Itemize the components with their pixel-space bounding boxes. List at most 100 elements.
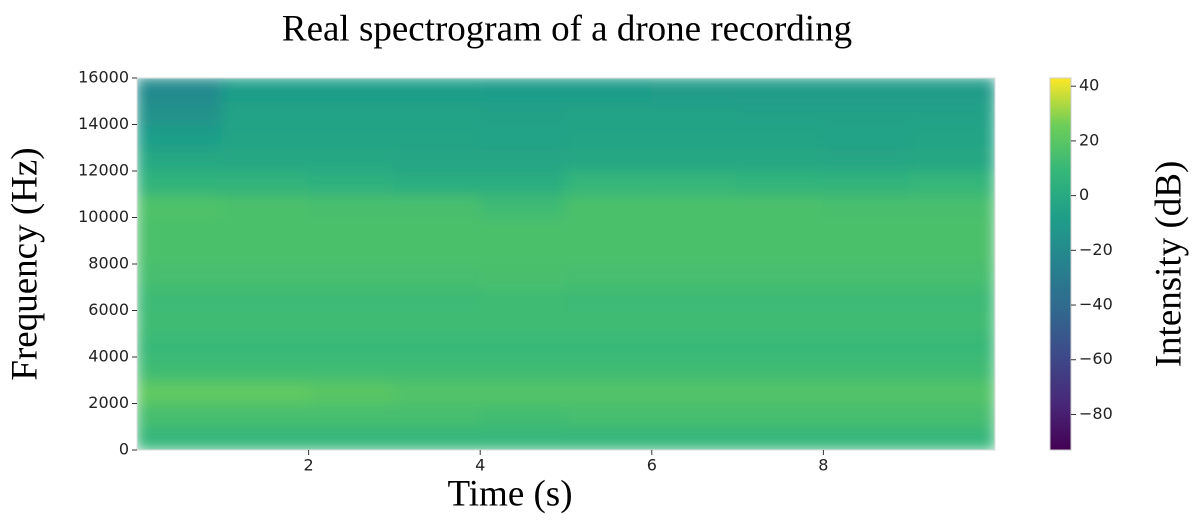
heatmap-cell	[307, 146, 396, 172]
heatmap-cell	[650, 170, 739, 196]
heatmap-cell	[393, 402, 482, 428]
heatmap-cell	[565, 402, 653, 428]
heatmap-cell	[393, 216, 482, 242]
colorbar	[1049, 77, 1072, 451]
heatmap-cell	[908, 170, 995, 196]
heatmap-cell	[565, 309, 653, 335]
heatmap-cell	[307, 425, 396, 450]
heatmap-cell	[393, 332, 482, 358]
colorbar-tick-label: −60	[1079, 349, 1113, 368]
heatmap-cell	[221, 309, 310, 335]
heatmap-cell	[479, 239, 567, 265]
x-axis-label: Time (s)	[447, 473, 572, 514]
y-tick-label: 6000	[88, 300, 129, 319]
heatmap-cell	[137, 78, 224, 103]
y-tick-label: 16000	[78, 68, 129, 87]
heatmap-cell	[565, 379, 653, 405]
heatmap-cell	[736, 356, 825, 382]
heatmap-cell	[479, 263, 567, 289]
heatmap-cell	[822, 309, 911, 335]
heatmap-cell	[650, 379, 739, 405]
colorbar-tick-label: 20	[1079, 130, 1099, 149]
heatmap-cell	[650, 123, 739, 149]
heatmap-cell	[822, 332, 911, 358]
heatmap-cell	[736, 402, 825, 428]
heatmap-cell	[221, 123, 310, 149]
heatmap-cell	[736, 239, 825, 265]
heatmap-cell	[221, 170, 310, 196]
heatmap-cell	[307, 78, 396, 103]
heatmap-cell	[479, 356, 567, 382]
heatmap-cell	[307, 309, 396, 335]
heatmap-cell	[393, 309, 482, 335]
y-tick-label: 2000	[88, 393, 129, 412]
heatmap-cell	[650, 239, 739, 265]
heatmap-cell	[137, 309, 224, 335]
heatmap-cell	[650, 356, 739, 382]
heatmap-cell	[822, 146, 911, 172]
heatmap-cell	[393, 286, 482, 312]
y-tick-label: 8000	[88, 254, 129, 273]
heatmap-cell	[650, 193, 739, 219]
heatmap-cell	[137, 402, 224, 428]
heatmap-cell	[650, 332, 739, 358]
heatmap-cell	[565, 216, 653, 242]
heatmap-cell	[908, 263, 995, 289]
x-tick-label: 2	[304, 456, 314, 475]
heatmap-cell	[908, 146, 995, 172]
heatmap-cell	[565, 78, 653, 103]
heatmap-cell	[822, 170, 911, 196]
heatmap-cell	[908, 309, 995, 335]
heatmap-cell	[650, 78, 739, 103]
y-axis-label: Frequency (Hz)	[4, 147, 45, 380]
y-tick-label: 10000	[78, 207, 129, 226]
heatmap-cell	[393, 263, 482, 289]
heatmap-cell	[822, 193, 911, 219]
heatmap-cell	[307, 332, 396, 358]
heatmap-cell	[307, 286, 396, 312]
heatmap-cell	[650, 425, 739, 450]
heatmap-cell	[822, 425, 911, 450]
heatmap-cell	[908, 239, 995, 265]
heatmap-cell	[908, 193, 995, 219]
heatmap-cell	[307, 239, 396, 265]
heatmap-cell	[137, 263, 224, 289]
colorbar-label: Intensity (dB)	[1148, 161, 1189, 368]
heatmap-cell	[137, 332, 224, 358]
heatmap-cell	[736, 379, 825, 405]
heatmap-cell	[479, 286, 567, 312]
heatmap-cell	[221, 239, 310, 265]
heatmap-cell	[307, 100, 396, 126]
heatmap-cell	[822, 286, 911, 312]
heatmap-cell	[307, 170, 396, 196]
heatmap-cell	[908, 78, 995, 103]
heatmap-cell	[736, 425, 825, 450]
heatmap-cell	[221, 78, 310, 103]
heatmap-cell	[479, 100, 567, 126]
heatmap-cell	[736, 123, 825, 149]
heatmap-cell	[908, 123, 995, 149]
heatmap-cell	[908, 100, 995, 126]
heatmap-cell	[822, 100, 911, 126]
heatmap-cell	[307, 216, 396, 242]
heatmap-cell	[650, 216, 739, 242]
heatmap-cell	[822, 263, 911, 289]
heatmap-cell	[908, 379, 995, 405]
y-tick-label: 12000	[78, 161, 129, 180]
heatmap-cell	[650, 309, 739, 335]
heatmap-cell	[565, 263, 653, 289]
heatmap-cell	[393, 239, 482, 265]
heatmap-cell	[221, 379, 310, 405]
heatmap-cell	[565, 332, 653, 358]
colorbar-tick-label: 40	[1079, 76, 1099, 95]
heatmap-cell	[822, 402, 911, 428]
colorbar-tick-label: −20	[1079, 240, 1113, 259]
heatmap-cell	[650, 286, 739, 312]
heatmap-cell	[221, 193, 310, 219]
heatmap-cell	[565, 123, 653, 149]
heatmap-cell	[479, 379, 567, 405]
heatmap-cell	[393, 379, 482, 405]
heatmap-cell	[908, 425, 995, 450]
heatmap-cell	[736, 78, 825, 103]
